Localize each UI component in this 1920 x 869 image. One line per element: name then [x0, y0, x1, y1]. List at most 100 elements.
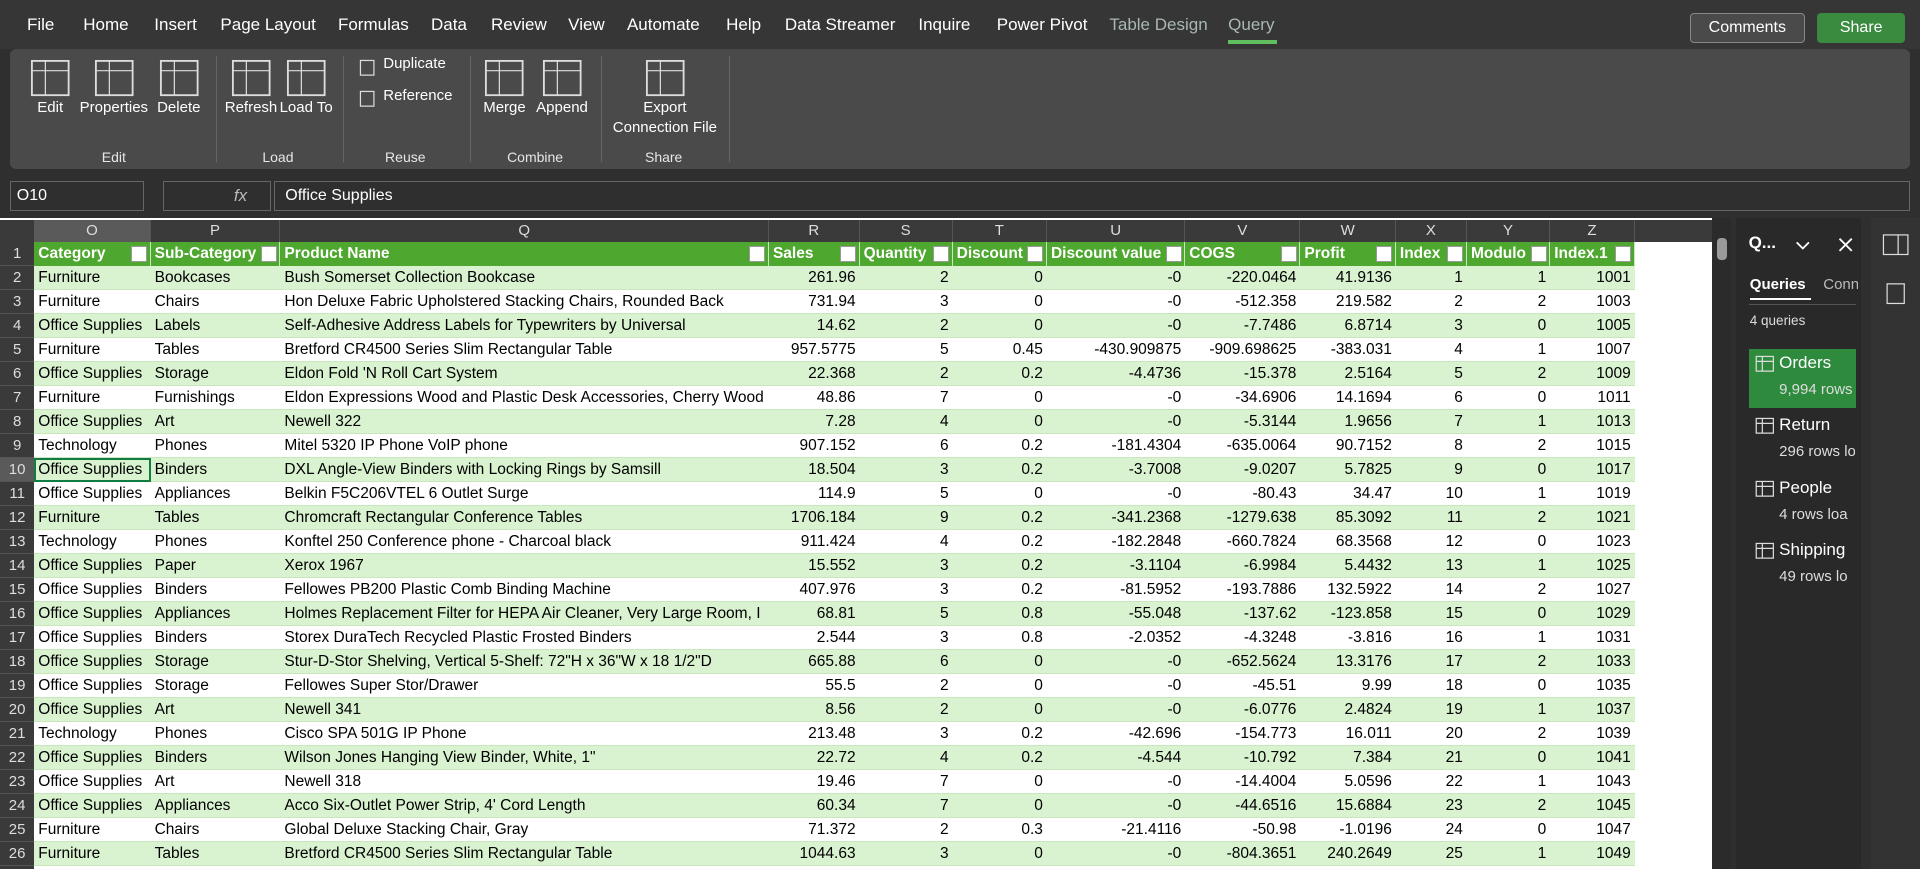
table-cell[interactable]: 3 [859, 290, 953, 315]
table-cell[interactable]: 2.4824 [1300, 697, 1396, 722]
table-cell[interactable]: 3 [859, 458, 953, 483]
table-cell[interactable]: 0.2 [952, 745, 1047, 770]
filter-button[interactable] [933, 246, 949, 263]
table-cell[interactable]: 1 [1466, 625, 1551, 650]
table-cell[interactable]: -137.62 [1185, 602, 1301, 626]
table-cell[interactable]: 9.99 [1300, 673, 1396, 698]
table-cell[interactable]: Bretford CR4500 Series Slim Rectangular … [280, 338, 769, 363]
table-cell[interactable]: 13.3176 [1300, 649, 1396, 674]
table-cell[interactable]: 60.34 [768, 793, 860, 818]
table-header[interactable]: Sub-Category [150, 242, 281, 267]
table-cell[interactable]: Furniture [34, 338, 151, 363]
table-cell[interactable]: Furniture [34, 290, 151, 315]
table-cell[interactable]: 0 [952, 482, 1047, 507]
table-cell[interactable]: Office Supplies [34, 602, 151, 626]
comments-button[interactable]: Comments [1689, 13, 1805, 43]
table-cell[interactable]: Technology [34, 434, 151, 459]
table-cell[interactable]: 1 [1466, 266, 1551, 291]
table-cell[interactable]: 2 [1466, 362, 1551, 387]
table-cell[interactable]: 1049 [1550, 841, 1635, 866]
table-cell[interactable]: 1 [1466, 769, 1551, 794]
table-cell[interactable]: 1 [1395, 266, 1467, 291]
table-cell[interactable]: 8.56 [768, 697, 860, 722]
table-cell[interactable]: -0 [1046, 841, 1186, 866]
table-cell[interactable]: -42.696 [1046, 721, 1186, 746]
ribbon-button[interactable]: Append [536, 98, 588, 116]
table-cell[interactable]: Tables [150, 338, 281, 363]
menu-tab[interactable]: Data [431, 14, 467, 34]
table-cell[interactable]: Office Supplies [34, 578, 151, 603]
table-cell[interactable]: Binders [150, 745, 281, 770]
table-cell[interactable]: 0 [952, 697, 1047, 722]
table-cell[interactable]: 2 [1466, 506, 1551, 531]
table-cell[interactable]: 1011 [1550, 386, 1635, 411]
table-cell[interactable]: 1031 [1550, 625, 1635, 650]
table-cell[interactable]: 4 [859, 410, 953, 435]
table-cell[interactable]: Furniture [34, 506, 151, 531]
table-cell[interactable]: -5.3144 [1185, 410, 1301, 435]
table-cell[interactable]: 0.2 [952, 434, 1047, 459]
table-cell[interactable]: 0.2 [952, 506, 1047, 531]
table-cell[interactable]: 5 [859, 338, 953, 363]
table-cell[interactable]: 23 [1395, 793, 1467, 818]
table-cell[interactable]: 0 [952, 793, 1047, 818]
table-cell[interactable]: 0 [1466, 673, 1551, 698]
table-cell[interactable]: Xerox 1967 [280, 554, 769, 579]
table-cell[interactable]: 3 [1395, 314, 1467, 339]
table-cell[interactable]: Art [150, 769, 281, 794]
menu-tab[interactable]: Inquire [918, 14, 971, 34]
table-cell[interactable]: 3 [859, 578, 953, 603]
table-cell[interactable]: 2 [859, 266, 953, 291]
table-cell[interactable]: 1027 [1550, 578, 1635, 603]
ribbon-button[interactable]: Reference [383, 86, 453, 104]
table-cell[interactable]: 7.384 [1300, 745, 1396, 770]
table-cell[interactable]: 22.72 [768, 745, 860, 770]
table-cell[interactable]: 9 [1395, 458, 1467, 483]
table-cell[interactable]: -55.048 [1046, 602, 1186, 626]
table-cell[interactable]: 0.8 [952, 625, 1047, 650]
table-cell[interactable]: -383.031 [1300, 338, 1396, 363]
table-cell[interactable]: Art [150, 410, 281, 435]
table-cell[interactable]: 14.62 [768, 314, 860, 339]
table-cell[interactable]: Storage [150, 673, 281, 698]
table-cell[interactable]: 22.368 [768, 362, 860, 387]
table-cell[interactable]: 4 [1395, 338, 1467, 363]
table-cell[interactable]: 0.2 [952, 554, 1047, 579]
table-cell[interactable]: 907.152 [768, 434, 860, 459]
table-header[interactable]: COGS [1185, 242, 1301, 267]
table-cell[interactable]: 2 [1395, 290, 1467, 315]
table-header[interactable]: Product Name [280, 242, 769, 267]
table-cell[interactable]: 4 [859, 530, 953, 555]
table-cell[interactable]: -0 [1046, 386, 1186, 411]
table-cell[interactable]: 1035 [1550, 673, 1635, 698]
table-cell[interactable]: 1044.63 [768, 841, 860, 866]
table-cell[interactable]: -660.7824 [1185, 530, 1301, 555]
table-cell[interactable]: 25 [1395, 841, 1467, 866]
table-cell[interactable]: 1 [1466, 410, 1551, 435]
table-cell[interactable]: 0 [952, 649, 1047, 674]
table-cell[interactable]: Office Supplies [34, 362, 151, 387]
table-cell[interactable]: Binders [150, 578, 281, 603]
table-cell[interactable]: 12 [1395, 530, 1467, 555]
query-item[interactable] [1748, 348, 1857, 408]
table-cell[interactable]: Storex DuraTech Recycled Plastic Frosted… [280, 625, 769, 650]
table-cell[interactable]: Office Supplies [34, 625, 151, 650]
table-cell[interactable]: -220.0464 [1185, 266, 1301, 291]
table-cell[interactable]: 1039 [1550, 721, 1635, 746]
table-cell[interactable]: -193.7886 [1185, 578, 1301, 603]
table-cell[interactable]: 261.96 [768, 266, 860, 291]
table-cell[interactable]: 5.4432 [1300, 554, 1396, 579]
table-cell[interactable]: 1005 [1550, 314, 1635, 339]
table-cell[interactable]: 2 [1466, 290, 1551, 315]
table-cell[interactable]: 2 [859, 314, 953, 339]
table-cell[interactable]: 213.48 [768, 721, 860, 746]
filter-button[interactable] [1280, 246, 1297, 263]
table-cell[interactable]: Eldon Fold 'N Roll Cart System [280, 362, 769, 387]
table-cell[interactable]: 1037 [1550, 697, 1635, 722]
table-cell[interactable]: Furniture [34, 817, 151, 842]
menu-tab[interactable]: Home [83, 14, 129, 34]
table-cell[interactable]: 4 [859, 745, 953, 770]
table-cell[interactable]: 0 [952, 266, 1047, 291]
table-cell[interactable]: 0.2 [952, 721, 1047, 746]
table-cell[interactable]: -81.5952 [1046, 578, 1186, 603]
